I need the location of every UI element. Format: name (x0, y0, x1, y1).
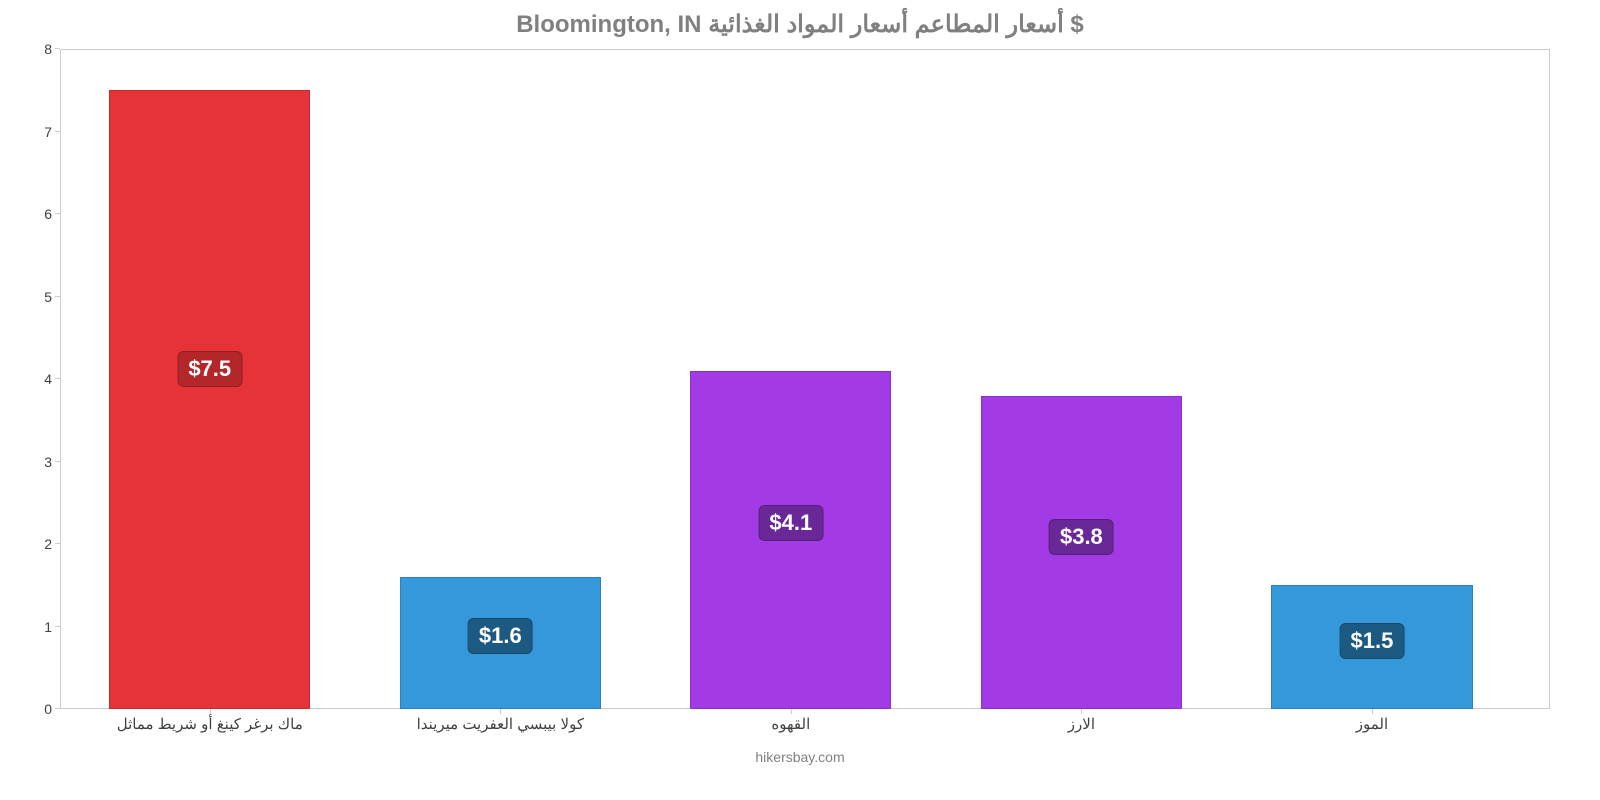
x-label: كولا بيبسي العفريت ميريندا (417, 715, 584, 733)
y-tick: 0 (44, 701, 52, 717)
y-axis-line (60, 49, 61, 709)
y-tick: 1 (44, 619, 52, 635)
x-tick-mark (1081, 709, 1082, 714)
value-badge: $1.6 (468, 618, 533, 654)
x-label: الموز (1356, 715, 1388, 733)
chart-footer: hikersbay.com (30, 749, 1570, 765)
x-label: القهوه (771, 715, 810, 733)
y-axis: 012345678 (30, 49, 60, 709)
right-spine (1549, 49, 1550, 709)
value-badge: $4.1 (758, 505, 823, 541)
plot-area: 012345678 $7.5$1.6$4.1$3.8$1.5 (60, 49, 1550, 709)
x-tick-mark (500, 709, 501, 714)
y-tick: 8 (44, 41, 52, 57)
x-label: ماك برغر كينغ أو شريط مماثل (117, 715, 303, 733)
chart-container: Bloomington, IN أسعار المطاعم أسعار المو… (0, 0, 1600, 800)
x-tick-mark (210, 709, 211, 714)
value-badge: $7.5 (177, 351, 242, 387)
y-tick: 4 (44, 371, 52, 387)
y-tick: 7 (44, 124, 52, 140)
bar (109, 90, 310, 709)
chart-title: Bloomington, IN أسعار المطاعم أسعار المو… (30, 10, 1570, 39)
value-badge: $1.5 (1340, 623, 1405, 659)
x-axis-labels: ماك برغر كينغ أو شريط مماثل كولا بيبسي ال… (60, 715, 1550, 745)
plot-inner: $7.5 $1.6 $4.1 $3.8 $1.5 (60, 49, 1550, 709)
x-tick-mark (1372, 709, 1373, 714)
y-tick: 3 (44, 454, 52, 470)
x-tick-mark (791, 709, 792, 714)
y-tick: 2 (44, 536, 52, 552)
top-spine (60, 49, 1550, 50)
value-badge: $3.8 (1049, 519, 1114, 555)
y-tick: 5 (44, 289, 52, 305)
y-tick: 6 (44, 206, 52, 222)
x-label: الارز (1068, 715, 1095, 733)
